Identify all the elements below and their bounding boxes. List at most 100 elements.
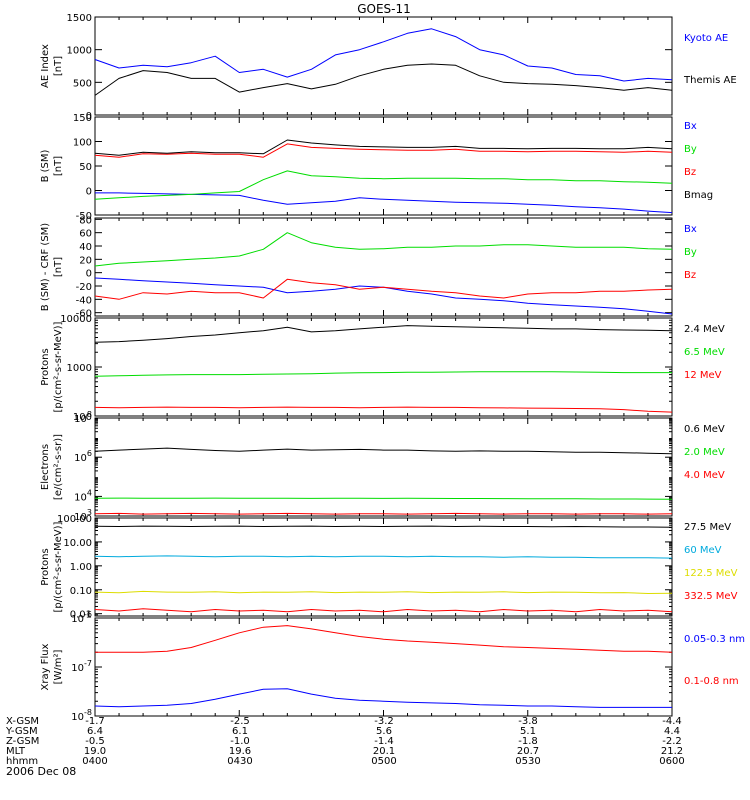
legend-entry: By [684,144,697,155]
y-tick-label: 10-6 [71,610,92,625]
y-tick-label: 108 [74,410,92,425]
y-tick-label: 80 [79,215,92,226]
y-tick-label: 150 [73,113,92,124]
y-axis-label: [W/m²] [53,649,64,684]
series-line-12-mev [94,406,673,413]
ephemeris-value: 0400 [82,756,107,767]
y-axis-label: Protons [40,548,51,585]
series-line-kyoto-ae [94,28,673,82]
legend-entry: Bz [684,167,696,178]
y-tick-label: 104 [74,488,92,503]
panel-frame [94,16,673,116]
ephemeris-value: -1.7 [85,716,105,727]
panel-frame [94,217,673,317]
legend-entry: By [684,247,697,258]
y-tick-label: 1500 [67,13,92,24]
y-axis-label: [p/(cm²-s-sr-MeV)] [53,321,64,412]
legend-entry: 6.5 MeV [684,347,725,358]
y-tick-label: 0.01 [70,610,92,621]
legend-entry: 0.6 MeV [684,424,725,435]
ephemeris-row-label: Z-GSM [6,736,39,747]
ephemeris-value: -0.5 [85,736,105,747]
ephemeris-value: 6.1 [232,726,248,737]
series-line-by [94,170,673,200]
legend-entry: 332.5 MeV [684,591,738,602]
panel-2: -50 0 50 100 150 B (SM) [nT] Bx By Bz Bmag [40,113,713,222]
legend-entry: Bmag [684,190,713,201]
y-tick-label: 1.00 [70,562,92,573]
legend-entry: Bx [684,121,697,132]
series-line-2-4-mev [94,325,673,343]
panel-5: 103 104 106 108 Electrons [e/(cm²-s-sr)] 0.6 M… [40,410,725,523]
y-tick-label: 0.10 [70,586,92,597]
series-line-0-6-mev [94,447,673,455]
ephemeris-value: 19.6 [229,746,251,757]
y-tick-label: 10000 [60,314,92,325]
ephemeris-value: -3.8 [518,716,538,727]
y-tick-label: 100 [73,412,92,423]
ephemeris-value: 5.6 [376,726,392,737]
panel-1: 0 500 1000 1500 AE Index [nT] Kyoto AE Themis A… [40,13,737,122]
y-tick-label: 60 [79,229,92,240]
panel-3: -60 -40 -20 0 20 40 60 80 B (SM) - CRF (SM) [nT] B… [40,215,697,319]
legend-entry: Kyoto AE [684,33,728,44]
y-tick-label: 0 [86,269,92,280]
series-line-4-0-mev [94,512,673,515]
ephemeris-value: 5.1 [520,726,536,737]
series-line-themis-ae [94,63,673,96]
y-tick-label: 100 [73,138,92,149]
y-axis-label: [nT] [53,56,64,76]
legend-entry: 2.0 MeV [684,447,725,458]
ephemeris-value: -2.5 [230,716,250,727]
ephemeris-value: 0530 [515,756,540,767]
y-tick-label: 106 [74,449,92,464]
ephemeris-value: 19.0 [84,746,106,757]
panel-frame [94,517,673,617]
series-line-27-5-mev [94,525,673,528]
y-axis-label: B (SM) [40,149,51,182]
ephemeris-value: -1.4 [374,736,394,747]
ephemeris-value: 20.7 [517,746,539,757]
y-tick-label: -50 [76,211,92,222]
y-tick-label: 500 [73,78,92,89]
panel-frame [94,417,673,517]
y-axis-label: [p/(cm²-s-sr-MeV)] [53,521,64,612]
series-line-6-5-mev [94,371,672,377]
legend-entry: 122.5 MeV [684,568,738,579]
ephemeris-row-label: Y-GSM [5,726,38,737]
y-tick-label: -40 [76,295,92,306]
panel-7: 10-8 10-7 10-6 Xray Flux [W/m²] 0.05-0.3 nm 0.… [40,610,745,723]
panel-6: 0.01 0.10 1.00 10.00 100.00 Protons [p/(cm²-s-… [40,514,738,621]
plot-title: GOES-11 [357,2,411,16]
series-line-bmag [94,139,673,156]
series-line-0-05-0-3-nm [94,688,672,708]
ephemeris-value: -1.0 [230,736,250,747]
series-line-332-5-mev [94,608,673,613]
y-tick-label: -20 [76,282,92,293]
series-line-bz [94,278,673,300]
series-line-bz [94,143,673,158]
ephemeris-value: -2.2 [662,736,682,747]
legend-entry: 4.0 MeV [684,470,725,481]
y-axis-label: AE Index [40,44,51,88]
legend-entry: 12 MeV [684,370,722,381]
ephemeris-value: 6.4 [87,726,103,737]
ephemeris-value: 0430 [227,756,252,767]
y-axis-label: [e/(cm²-s-sr)] [53,434,64,500]
y-tick-label: 40 [79,242,92,253]
legend-entry: Themis AE [683,75,737,86]
series-line-bx [94,277,673,315]
panel-frame [94,116,673,216]
y-tick-label: 1000 [67,46,92,57]
ephemeris-value: 21.2 [661,746,683,757]
series-line-2-0-mev [94,497,673,500]
series-line-60-mev [94,555,673,559]
y-tick-label: 1000 [67,363,92,374]
y-tick-label: -60 [76,309,92,320]
ephemeris-row-label: hhmm [6,756,38,767]
y-axis-label: Electrons [40,444,51,490]
date-label: 2006 Dec 08 [6,765,76,778]
legend-entry: 0.1-0.8 nm [684,676,739,687]
ephemeris-row-label: X-GSM [6,716,39,727]
panel-frame [94,317,673,417]
